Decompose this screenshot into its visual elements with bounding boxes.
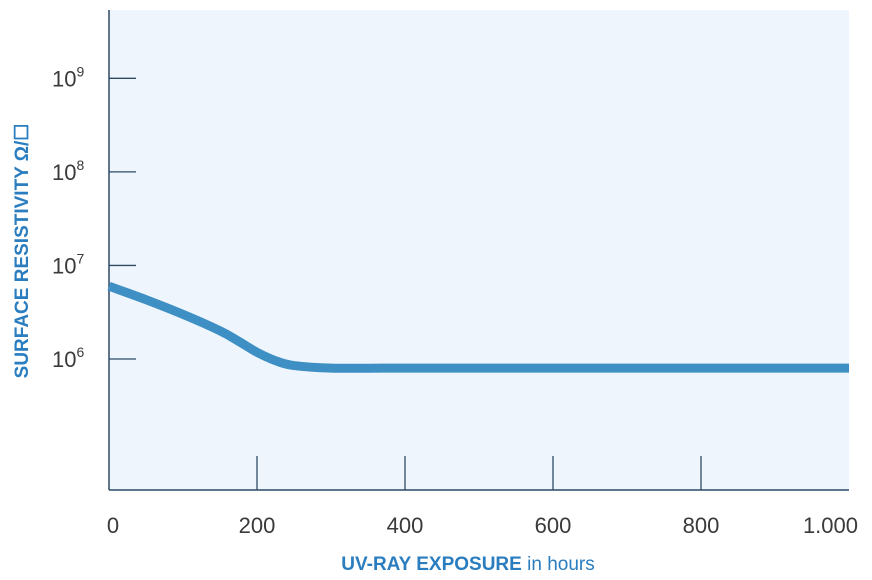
- series-line-0: [107, 281, 849, 373]
- x-tick-label-2: 400: [387, 513, 424, 538]
- y-tick-base-1: 10: [52, 253, 76, 278]
- x-axis-title: UV-RAY EXPOSURE in hours: [341, 554, 594, 575]
- y-tick-exponent-3: 9: [76, 63, 84, 79]
- x-axis-title-unit: in hours: [527, 554, 595, 575]
- y-tick-label-0: 106: [52, 344, 84, 372]
- y-tick-exponent-1: 7: [76, 250, 84, 266]
- series-layer: [107, 281, 849, 373]
- x-tick-label-4: 800: [683, 513, 720, 538]
- tick-marks: [109, 77, 702, 490]
- y-tick-label-1: 107: [52, 250, 84, 278]
- x-tick-label-5: 1.000: [803, 513, 858, 538]
- y-tick-base-2: 10: [52, 160, 76, 185]
- y-tick-base-3: 10: [52, 66, 76, 91]
- y-axis-title: SURFACE RESISTIVITY Ω/☐: [12, 124, 33, 379]
- y-tick-exponent-2: 8: [76, 157, 84, 173]
- y-tick-base-0: 10: [52, 347, 76, 372]
- x-tick-label-3: 600: [535, 513, 572, 538]
- x-tick-label-1: 200: [239, 513, 276, 538]
- x-tick-label-0: 0: [107, 513, 119, 538]
- x-axis-title-bold: UV-RAY EXPOSURE: [341, 554, 522, 575]
- y-tick-label-3: 109: [52, 63, 84, 91]
- y-tick-exponent-0: 6: [76, 344, 84, 360]
- x-tick-labels: 0 200 400 600 800 1.000: [107, 513, 858, 538]
- plot-background: [109, 10, 849, 490]
- y-tick-label-2: 108: [52, 157, 84, 185]
